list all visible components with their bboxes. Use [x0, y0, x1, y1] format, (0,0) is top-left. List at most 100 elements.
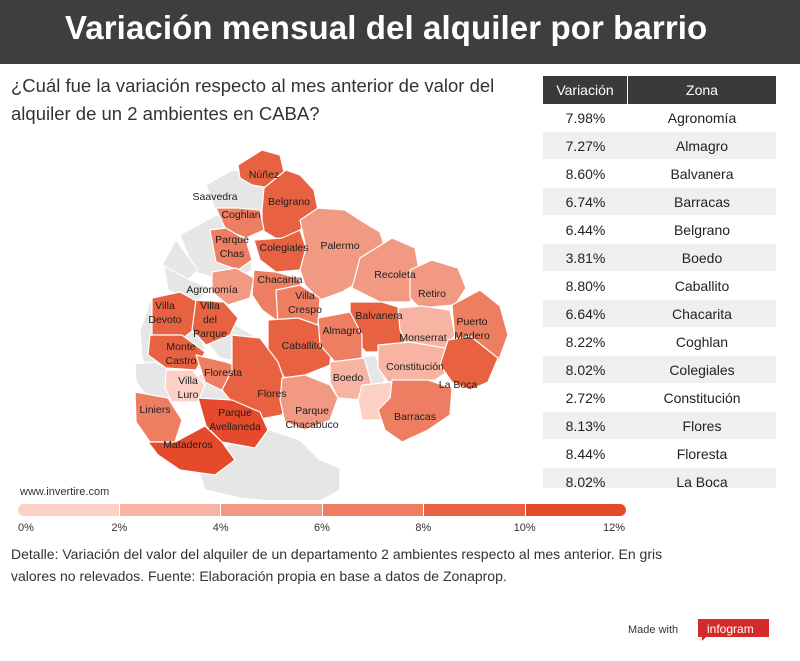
table-cell-zone: Floresta [628, 440, 776, 468]
table-cell-zone: Almagro [628, 132, 776, 160]
table-cell-zone: Constitución [628, 384, 776, 412]
legend-color-scale [18, 504, 626, 516]
map-label: Flores [257, 388, 286, 400]
table-cell-value: 8.13% [543, 412, 628, 440]
table-cell-zone: Balvanera [628, 160, 776, 188]
legend-tick: 6% [314, 522, 330, 534]
region-villa-del-parque[interactable] [191, 299, 239, 346]
table-row: 8.02% La Boca [543, 468, 776, 488]
map-label: Monserrat [399, 332, 446, 344]
table-row: 6.64% Chacarita [543, 300, 776, 328]
page-title: Variación mensual del alquiler por barri… [65, 9, 708, 46]
legend-segment [119, 504, 221, 516]
footnote: Detalle: Variación del valor del alquile… [11, 546, 663, 584]
map-label: La Boca [439, 379, 478, 391]
region-monte-castro[interactable] [147, 334, 206, 371]
map-label: Chacarita [258, 274, 303, 286]
table-cell-value: 3.81% [543, 244, 628, 272]
table-header-variacion[interactable]: Variación [543, 76, 628, 104]
map-label: Colegiales [259, 242, 308, 254]
region-parque-chas-c[interactable] [209, 227, 253, 271]
table-cell-zone: Boedo [628, 244, 776, 272]
footer: Made with infogram [628, 617, 778, 647]
table-cell-zone: Flores [628, 412, 776, 440]
table-cell-value: 6.64% [543, 300, 628, 328]
made-with-text: Made with [628, 624, 679, 636]
chart-subtitle: ¿Cuál fue la variación respecto al mes a… [11, 75, 495, 124]
table-row: 8.44% Floresta [543, 440, 776, 468]
region-agronomia[interactable] [211, 267, 255, 306]
infogram-logo[interactable]: infogram [698, 619, 769, 641]
map-label: Coghlan [221, 209, 260, 221]
table-cell-value: 7.27% [543, 132, 628, 160]
map-label: Balvanera [355, 310, 402, 322]
region-flores[interactable] [221, 334, 289, 421]
choropleth-map: Núñez Saavedra Coghlan Belgrano Parque Chas Co… [134, 149, 509, 500]
table-row: 6.74% Barracas [543, 188, 776, 216]
region-parque-chacabuco[interactable] [279, 374, 339, 431]
table-header-zona[interactable]: Zona [628, 76, 776, 104]
table-cell-value: 8.02% [543, 356, 628, 384]
table-row: 7.98% Agronomía [543, 104, 776, 132]
region-constitucion[interactable] [377, 341, 451, 383]
table-cell-value: 8.02% [543, 468, 628, 488]
table-cell-value: 6.44% [543, 216, 628, 244]
table-row: 2.72% Constitución [543, 384, 776, 412]
map-label: Villa Crespo [288, 290, 322, 316]
map-label: Núñez [249, 169, 279, 181]
map-label: Almagro [322, 325, 361, 337]
map-label: Recoleta [374, 269, 416, 281]
table-cell-zone: Barracas [628, 188, 776, 216]
legend-segment [221, 504, 323, 516]
map-label: Retiro [418, 288, 446, 300]
map-label: Villa Devoto [148, 300, 181, 326]
table-row: 6.44% Belgrano [543, 216, 776, 244]
table-row: 8.60% Balvanera [543, 160, 776, 188]
header-bar: Variación mensual del alquiler por barri… [0, 0, 800, 64]
legend-tick: 2% [111, 522, 128, 534]
map-label: Parque Chacabuco [285, 405, 338, 431]
legend-tick: 0% [18, 522, 34, 534]
table-row: 3.81% Boedo [543, 244, 776, 272]
data-table-scroll[interactable]: Variación Zona 7.98% Agronomía 7.27% Almagr… [543, 76, 776, 488]
table-cell-zone: La Boca [628, 468, 776, 488]
map-label: Palermo [320, 240, 359, 252]
region-retiro[interactable] [409, 259, 467, 309]
legend-tick: 4% [212, 522, 229, 534]
map-label: Villa Luro [177, 375, 198, 401]
map-label: Mataderos [163, 439, 213, 451]
region-la-boca[interactable] [439, 335, 499, 391]
legend-segment [18, 504, 120, 516]
region-villa-luro[interactable] [164, 369, 206, 403]
legend-segment [424, 504, 526, 516]
legend-segment [525, 504, 626, 516]
table-row: 8.02% Colegiales [543, 356, 776, 384]
table-cell-zone: Chacarita [628, 300, 776, 328]
table-row: 8.13% Flores [543, 412, 776, 440]
legend-tick: 10% [513, 522, 536, 534]
map-label: Villa del Parque [193, 300, 227, 340]
region-barracas[interactable] [377, 379, 453, 443]
brand-name: infogram [707, 622, 754, 636]
table-cell-value: 8.22% [543, 328, 628, 356]
map-label: Puerto Madero [454, 316, 490, 342]
table-header-row: Variación Zona [543, 76, 776, 104]
legend-tick: 12% [602, 522, 626, 534]
map-label: Monte Castro [166, 341, 197, 367]
table-cell-value: 8.80% [543, 272, 628, 300]
table-cell-zone: Colegiales [628, 356, 776, 384]
table-cell-value: 8.60% [543, 160, 628, 188]
table-cell-value: 2.72% [543, 384, 628, 412]
table-cell-zone: Belgrano [628, 216, 776, 244]
map-label: Parque Avellaneda [209, 407, 261, 433]
table-cell-zone: Coghlan [628, 328, 776, 356]
table-cell-value: 7.98% [543, 104, 628, 132]
data-table: Variación Zona 7.98% Agronomía 7.27% Almagr… [543, 76, 776, 488]
map-label: Boedo [333, 372, 364, 384]
table-cell-zone: Agronomía [628, 104, 776, 132]
region-mataderos[interactable] [147, 425, 236, 476]
table-row: 8.22% Coghlan [543, 328, 776, 356]
map-label: Belgrano [268, 196, 310, 208]
map-label: Constitución [386, 361, 444, 373]
legend: 0% 2% 4% 6% 8% 10% 12% [18, 504, 626, 544]
